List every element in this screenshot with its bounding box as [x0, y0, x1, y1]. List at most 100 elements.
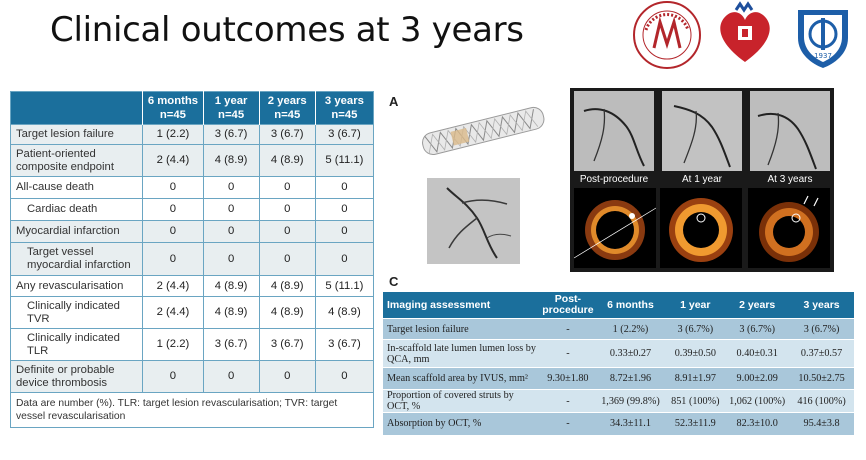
- cell: 0: [202, 176, 260, 199]
- caption-3-years: At 3 years: [767, 174, 813, 185]
- cell: 1,062 (100%): [725, 389, 790, 413]
- outcomes-header-blank: [10, 91, 143, 125]
- cell: 0.33±0.27: [595, 339, 666, 368]
- table-row: In-scaffold late lumen lumen loss by QCA…: [383, 339, 854, 368]
- row-label: Clinically indicated TLR: [10, 328, 143, 361]
- cell: 3 (6.7): [202, 124, 260, 145]
- panel-a-label: A: [389, 94, 399, 109]
- imaging-header-label: Imaging assessment: [383, 292, 541, 319]
- cell: 3 (6.7%): [725, 318, 790, 340]
- imaging-header-6m: 6 months: [595, 292, 666, 319]
- cell: 0: [142, 242, 204, 276]
- table-row: Absorption by OCT, % - 34.3±11.1 52.3±11…: [383, 412, 854, 435]
- cell: 82.3±10.0: [725, 412, 790, 435]
- cell: 416 (100%): [789, 389, 854, 413]
- cell: 0.39±0.50: [665, 339, 726, 368]
- row-label: Clinically indicated TVR: [10, 296, 143, 329]
- panel-b-images: B Post-procedure At 1 year At 3 years: [570, 88, 834, 272]
- caption-post-procedure: Post-procedure: [579, 174, 649, 185]
- row-label: Target lesion failure: [10, 124, 143, 145]
- angiogram-3-years: [750, 91, 830, 171]
- cell: -: [540, 412, 596, 435]
- cell: 0: [258, 220, 316, 243]
- stent-illustration: [413, 100, 553, 160]
- outcomes-header-row: 6 months n=45 1 year n=45 2 years n=45 3 ye…: [10, 91, 374, 125]
- cell: 0: [314, 198, 374, 221]
- cell: 3 (6.7): [314, 328, 374, 361]
- cell: 0: [142, 176, 204, 199]
- table-footnote: Data are number (%). TLR: target lesion …: [10, 392, 374, 428]
- cell: 1 (2.2): [142, 328, 204, 361]
- cell: 2 (4.4): [142, 275, 204, 297]
- cell: 0: [142, 198, 204, 221]
- cell: 9.30±1.80: [540, 367, 596, 390]
- logo-group: 1937: [632, 0, 858, 70]
- cell: 9.00±2.09: [725, 367, 790, 390]
- table-row: Any revascularisation 2 (4.4) 4 (8.9) 4 …: [10, 275, 374, 297]
- cell: 0.37±0.57: [789, 339, 854, 368]
- cell: 4 (8.9): [258, 275, 316, 297]
- cell: 2 (4.4): [142, 144, 204, 177]
- cell: 0: [142, 220, 204, 243]
- row-label: Patient-oriented composite endpoint: [10, 144, 143, 177]
- outcomes-header-6m: 6 months n=45: [142, 91, 204, 125]
- cell: 0: [258, 242, 316, 276]
- outcomes-table: 6 months n=45 1 year n=45 2 years n=45 3 ye…: [10, 91, 374, 428]
- panel-c-label: C: [389, 274, 399, 289]
- cell: 4 (8.9): [202, 144, 260, 177]
- cell: 1 (2.2%): [595, 318, 666, 340]
- cell: 1 (2.2): [142, 124, 204, 145]
- cell: 4 (8.9): [202, 296, 260, 329]
- row-label: Definite or probable device thrombosis: [10, 360, 143, 393]
- imaging-header-1y: 1 year: [665, 292, 726, 319]
- cell: 0: [314, 220, 374, 243]
- row-label: Myocardial infarction: [10, 220, 143, 243]
- angiogram-image-a: [427, 178, 520, 264]
- cell: 3 (6.7%): [789, 318, 854, 340]
- table-row: Mean scaffold area by IVUS, mm² 9.30±1.8…: [383, 367, 854, 390]
- table-row: Clinically indicated TVR 2 (4.4) 4 (8.9)…: [10, 296, 374, 329]
- cell: 1,369 (99.8%): [595, 389, 666, 413]
- cell: 0.40±0.31: [725, 339, 790, 368]
- table-row: All-cause death 0 0 0 0: [10, 176, 374, 199]
- outcomes-header-3y: 3 years n=45: [314, 91, 374, 125]
- cell: 0: [258, 176, 316, 199]
- row-label: Target vessel myocardial infarction: [10, 242, 143, 276]
- cell: 0: [202, 242, 260, 276]
- table-row: Cardiac death 0 0 0 0: [10, 198, 374, 221]
- table-row: Target lesion failure - 1 (2.2%) 3 (6.7%…: [383, 318, 854, 340]
- cell: 0: [202, 360, 260, 393]
- cell: 4 (8.9): [314, 296, 374, 329]
- imaging-header-row: Imaging assessment Post-procedure 6 mont…: [383, 292, 854, 319]
- shield-year: 1937: [814, 52, 832, 60]
- cell: 0: [314, 242, 374, 276]
- cell: 0: [202, 220, 260, 243]
- oct-1-year: [660, 188, 742, 268]
- cell: 95.4±3.8: [789, 412, 854, 435]
- table-row: Target vessel myocardial infarction 0 0 …: [10, 242, 374, 276]
- cell: -: [540, 339, 596, 368]
- table-row: Patient-oriented composite endpoint 2 (4…: [10, 144, 374, 177]
- university-shield-logo: 1937: [788, 0, 858, 70]
- cell: 4 (8.9): [258, 296, 316, 329]
- cell: 3 (6.7%): [665, 318, 726, 340]
- outcomes-header-1y: 1 year n=45: [202, 91, 260, 125]
- slide-title: Clinical outcomes at 3 years: [50, 10, 524, 50]
- outcomes-header-2y: 2 years n=45: [258, 91, 316, 125]
- cell: 0: [202, 198, 260, 221]
- cell: 0: [314, 176, 374, 199]
- cell: 3 (6.7): [202, 328, 260, 361]
- cell: 0: [258, 360, 316, 393]
- cell: 2 (4.4): [142, 296, 204, 329]
- angiogram-1-year: [662, 91, 742, 171]
- cell: 10.50±2.75: [789, 367, 854, 390]
- cell: 3 (6.7): [258, 328, 316, 361]
- imaging-header-2y: 2 years: [725, 292, 790, 319]
- table-row: Proportion of covered struts by OCT, % -…: [383, 389, 854, 413]
- row-label: Proportion of covered struts by OCT, %: [383, 389, 541, 413]
- cell: 0: [314, 360, 374, 393]
- row-label: Any revascularisation: [10, 275, 143, 297]
- cell: 5 (11.1): [314, 275, 374, 297]
- imaging-header-3y: 3 years: [789, 292, 854, 319]
- cell: 3 (6.7): [258, 124, 316, 145]
